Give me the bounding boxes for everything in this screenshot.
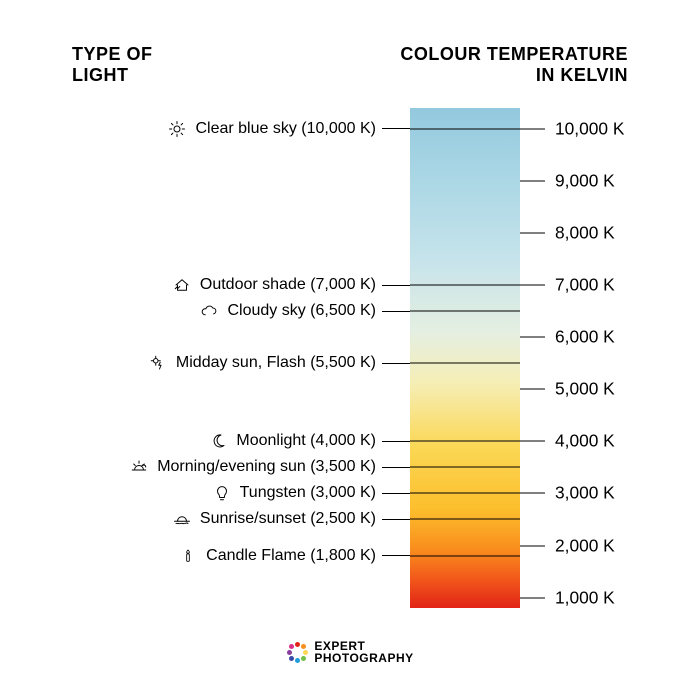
- tick-label: 9,000 K: [555, 170, 615, 191]
- brand-text: EXPERT PHOTOGRAPHY: [314, 640, 413, 665]
- shade-icon: [172, 275, 192, 295]
- sun-horizon-icon: [129, 457, 149, 477]
- light-type-row: Clear blue sky (10,000 K): [167, 119, 410, 139]
- brand-dot: [301, 656, 306, 661]
- light-type-label: Cloudy sky (6,500 K): [227, 302, 376, 320]
- tick-label: 8,000 K: [555, 223, 615, 244]
- scale-tick: 9,000 K: [520, 170, 615, 191]
- header-type-of-light: TYPE OF LIGHT: [72, 44, 153, 85]
- leader-line: [382, 493, 410, 494]
- leader-line: [382, 128, 410, 129]
- item-bar-line: [410, 555, 520, 556]
- light-type-label: Sunrise/sunset (2,500 K): [200, 510, 376, 528]
- scale-tick: 1,000 K: [520, 587, 615, 608]
- light-type-row: Moonlight (4,000 K): [208, 431, 410, 451]
- tick-label: 7,000 K: [555, 275, 615, 296]
- brand-dot: [303, 650, 308, 655]
- light-type-label: Tungsten (3,000 K): [240, 484, 376, 502]
- brand-ring-icon: [286, 641, 308, 663]
- brand-dot: [301, 644, 306, 649]
- leader-line: [382, 285, 410, 286]
- flash-icon: [148, 353, 168, 373]
- tick-label: 5,000 K: [555, 379, 615, 400]
- item-bar-line: [410, 493, 520, 494]
- moon-icon: [208, 431, 228, 451]
- light-type-label: Midday sun, Flash (5,500 K): [176, 354, 376, 372]
- light-type-label: Outdoor shade (7,000 K): [200, 276, 376, 294]
- brand-dot: [295, 658, 300, 663]
- item-bar-line: [410, 363, 520, 364]
- leader-line: [382, 519, 410, 520]
- tick-line: [520, 493, 545, 494]
- light-type-row: Midday sun, Flash (5,500 K): [148, 353, 410, 373]
- sun-icon: [167, 119, 187, 139]
- tick-label: 2,000 K: [555, 535, 615, 556]
- scale-tick: 3,000 K: [520, 483, 615, 504]
- brand-line2: PHOTOGRAPHY: [314, 652, 413, 665]
- header-left-line2: LIGHT: [72, 65, 153, 86]
- sunrise-icon: [172, 509, 192, 529]
- scale-tick: 10,000 K: [520, 118, 624, 139]
- item-bar-line: [410, 467, 520, 468]
- item-bar-line: [410, 128, 520, 129]
- scale-tick: 4,000 K: [520, 431, 615, 452]
- light-type-row: Outdoor shade (7,000 K): [172, 275, 410, 295]
- tick-label: 1,000 K: [555, 587, 615, 608]
- header-right-line1: COLOUR TEMPERATURE: [400, 44, 628, 65]
- kelvin-gradient-bar: [410, 108, 520, 608]
- light-type-row: Tungsten (3,000 K): [212, 483, 410, 503]
- scale-tick: 5,000 K: [520, 379, 615, 400]
- candle-icon: [178, 546, 198, 566]
- leader-line: [382, 555, 410, 556]
- tick-line: [520, 128, 545, 129]
- item-bar-line: [410, 519, 520, 520]
- scale-tick: 6,000 K: [520, 327, 615, 348]
- tick-line: [520, 545, 545, 546]
- tick-label: 4,000 K: [555, 431, 615, 452]
- scale-tick: 7,000 K: [520, 275, 615, 296]
- light-type-row: Morning/evening sun (3,500 K): [129, 457, 410, 477]
- light-type-label: Morning/evening sun (3,500 K): [157, 458, 376, 476]
- header-colour-temperature: COLOUR TEMPERATURE IN KELVIN: [400, 44, 628, 85]
- brand-dot: [287, 650, 292, 655]
- tick-label: 10,000 K: [555, 118, 624, 139]
- scale-tick: 2,000 K: [520, 535, 615, 556]
- tick-line: [520, 285, 545, 286]
- cloud-icon: [199, 301, 219, 321]
- brand-dot: [289, 644, 294, 649]
- bulb-icon: [212, 483, 232, 503]
- brand-footer: EXPERT PHOTOGRAPHY: [0, 640, 700, 665]
- tick-line: [520, 180, 545, 181]
- scale-tick: 8,000 K: [520, 223, 615, 244]
- item-bar-line: [410, 441, 520, 442]
- header-left-line1: TYPE OF: [72, 44, 153, 65]
- leader-line: [382, 311, 410, 312]
- leader-line: [382, 467, 410, 468]
- light-type-row: Candle Flame (1,800 K): [178, 546, 410, 566]
- tick-label: 3,000 K: [555, 483, 615, 504]
- light-type-row: Cloudy sky (6,500 K): [199, 301, 410, 321]
- leader-line: [382, 441, 410, 442]
- tick-line: [520, 389, 545, 390]
- tick-line: [520, 337, 545, 338]
- brand-dot: [289, 656, 294, 661]
- light-type-label: Candle Flame (1,800 K): [206, 547, 376, 565]
- tick-line: [520, 441, 545, 442]
- light-type-label: Moonlight (4,000 K): [236, 432, 376, 450]
- leader-line: [382, 363, 410, 364]
- tick-line: [520, 597, 545, 598]
- brand-dot: [295, 642, 300, 647]
- tick-line: [520, 233, 545, 234]
- light-type-row: Sunrise/sunset (2,500 K): [172, 509, 410, 529]
- light-type-label: Clear blue sky (10,000 K): [195, 120, 376, 138]
- kelvin-chart: 10,000 K 9,000 K 8,000 K 7,000 K 6,000 K 5,00…: [0, 108, 700, 608]
- tick-label: 6,000 K: [555, 327, 615, 348]
- item-bar-line: [410, 311, 520, 312]
- item-bar-line: [410, 285, 520, 286]
- header-right-line2: IN KELVIN: [400, 65, 628, 86]
